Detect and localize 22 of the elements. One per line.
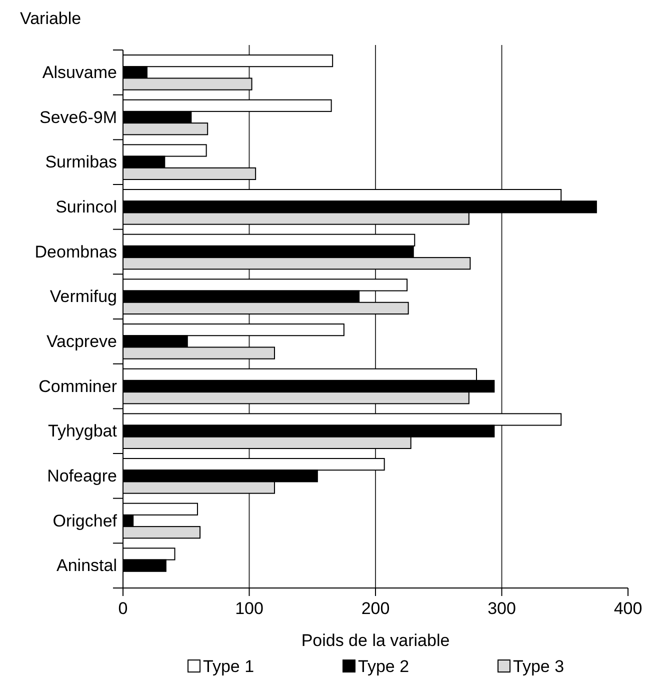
y-tick-label: Seve6-9M [40, 108, 117, 127]
x-tick-label: 0 [118, 599, 128, 618]
y-tick-label: Vacpreve [46, 332, 117, 351]
y-tick-label: Nofeagre [47, 466, 117, 486]
x-tick-label: 400 [614, 599, 642, 618]
y-axis-title: Variable [20, 9, 82, 28]
legend-label: Type 1 [203, 657, 254, 676]
x-tick-label: 100 [235, 599, 264, 618]
y-tick-label: Deombnas [34, 242, 117, 262]
x-tick-label: 300 [488, 599, 516, 618]
y-tick-label: Aninstal [56, 556, 117, 576]
x-axis-title: Poids de la variable [301, 631, 450, 650]
legend-label: Type 3 [513, 657, 564, 676]
legend-label: Type 2 [358, 657, 410, 676]
y-tick-label: Surincol [56, 197, 117, 216]
y-tick-label: Alsuvame [42, 62, 117, 82]
y-tick-label: Tyhygbat [48, 422, 118, 441]
y-tick-label: Comminer [38, 376, 118, 396]
y-tick-label: Surmibas [45, 152, 117, 172]
x-tick-label: 200 [361, 599, 390, 618]
y-tick-label: Origchef [52, 511, 118, 530]
y-tick-label: Vermifug [50, 287, 117, 306]
